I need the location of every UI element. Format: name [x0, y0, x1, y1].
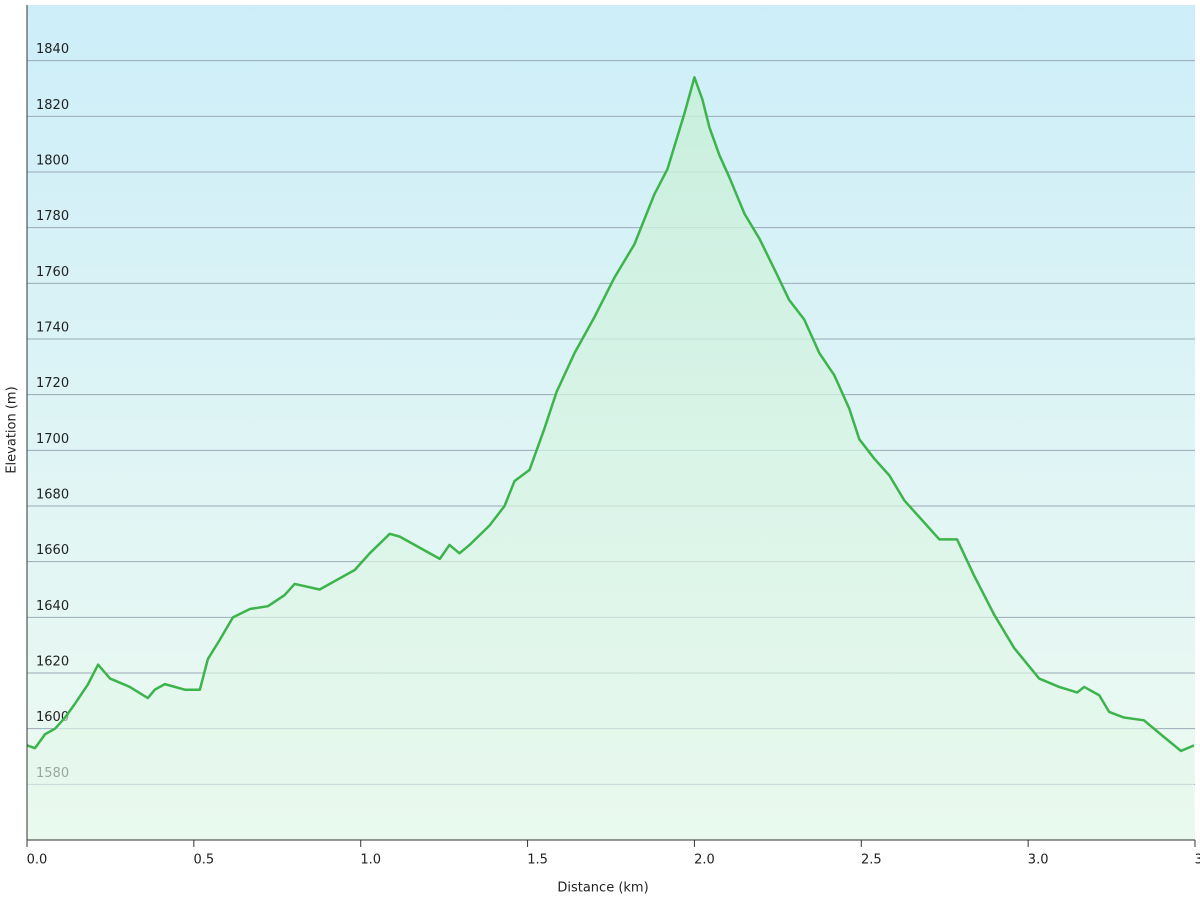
- y-axis-label: Elevation (m): [5, 386, 20, 473]
- elevation-line: [26, 76, 1195, 753]
- y-tick-label: 1800: [36, 154, 69, 169]
- y-tick-label: 1620: [36, 655, 69, 670]
- y-tick-label: 1760: [36, 265, 69, 280]
- elevation-area: [27, 77, 1194, 840]
- x-tick-label: 1.5: [527, 853, 548, 868]
- x-axis-label: Distance (km): [557, 881, 648, 896]
- y-tick-label: 1720: [36, 376, 69, 391]
- y-tick-label: 1840: [36, 42, 69, 57]
- x-tick-label: 3.5: [1195, 853, 1200, 868]
- x-tick-label: 2.0: [694, 853, 715, 868]
- y-tick-label: 1740: [36, 321, 69, 336]
- x-tick-label: 1.0: [360, 853, 381, 868]
- y-tick-label: 1660: [36, 543, 69, 558]
- y-tick-label: 1780: [36, 209, 69, 224]
- x-tick-label: 0.5: [194, 853, 215, 868]
- y-tick-label: 1820: [36, 98, 69, 113]
- y-tick-label: 1700: [36, 432, 69, 447]
- y-tick-label: 1680: [36, 488, 69, 503]
- x-tick-label: 0.0: [27, 853, 48, 868]
- x-tick-label: 2.5: [861, 853, 882, 868]
- x-tick-label: 3.0: [1028, 853, 1049, 868]
- y-tick-label: 1640: [36, 599, 69, 614]
